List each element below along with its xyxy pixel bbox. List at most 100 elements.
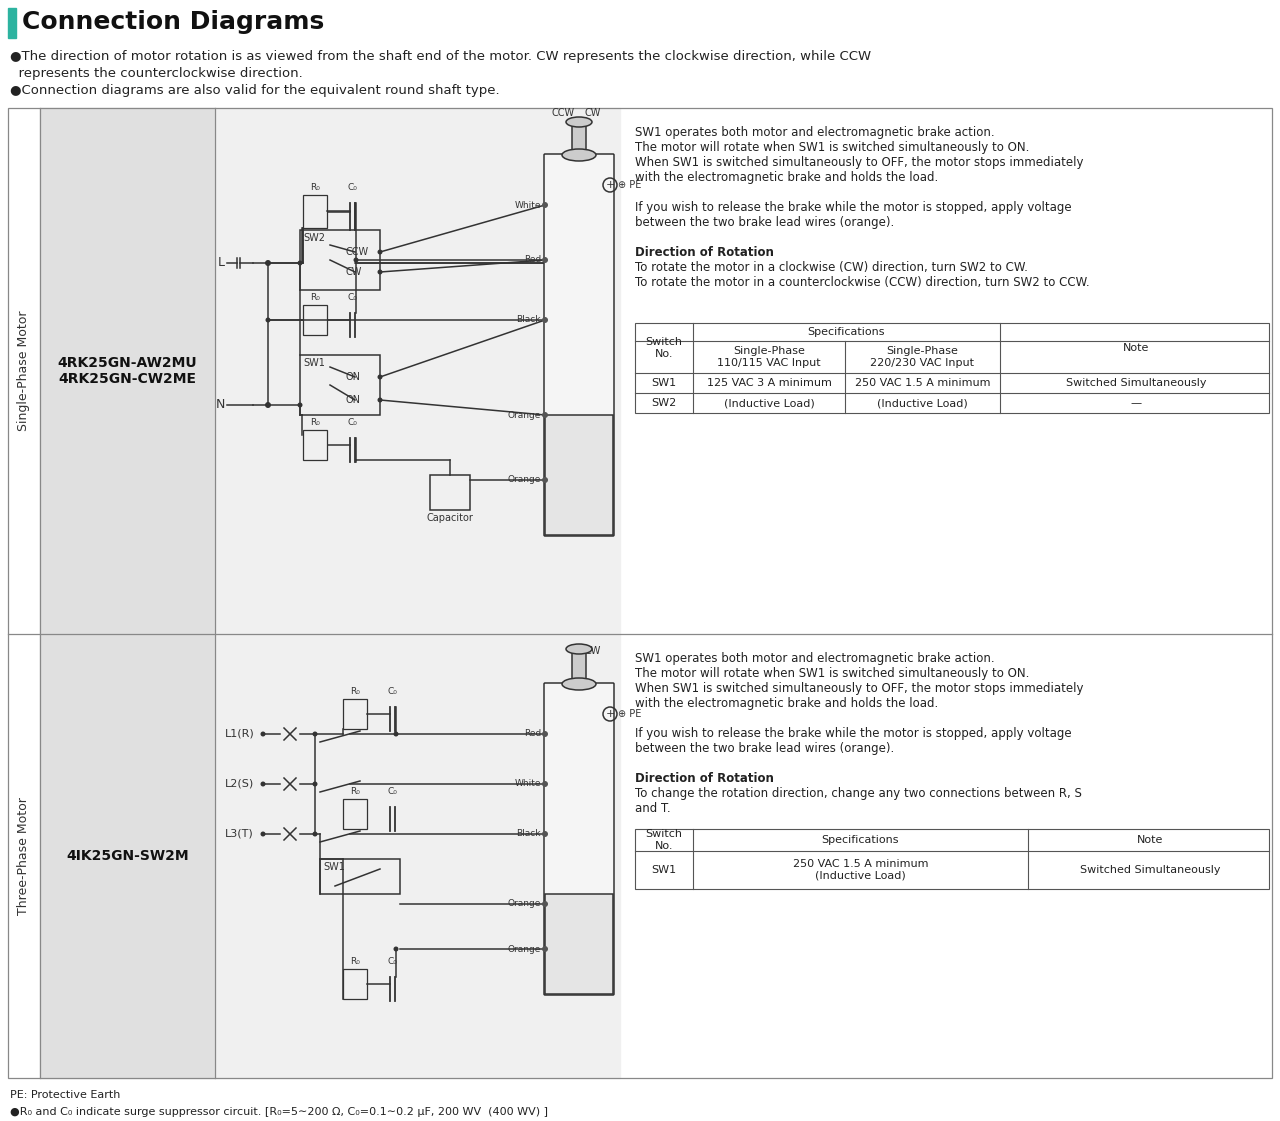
Text: R₀: R₀ [349, 957, 360, 966]
Text: R₀: R₀ [310, 418, 320, 427]
Bar [40, 634, 215, 1078]
Text: 125 VAC 3 A minimum: 125 VAC 3 A minimum [707, 378, 832, 388]
Circle shape [265, 317, 270, 323]
Circle shape [378, 398, 383, 402]
Bar [635, 323, 1268, 413]
Bar [635, 830, 1268, 889]
Bar [545, 415, 613, 535]
Text: If you wish to release the brake while the motor is stopped, apply voltage: If you wish to release the brake while t… [635, 201, 1071, 214]
Text: CCW: CCW [346, 247, 369, 257]
Circle shape [393, 732, 398, 736]
Bar [303, 430, 326, 460]
Text: Orange: Orange [508, 899, 541, 908]
Text: (Inductive Load): (Inductive Load) [723, 398, 814, 408]
Text: Red: Red [524, 256, 541, 265]
Text: ON: ON [346, 395, 360, 405]
Text: C₀: C₀ [347, 293, 357, 302]
Text: Note: Note [1137, 835, 1164, 845]
Text: PE: Protective Earth: PE: Protective Earth [10, 1090, 120, 1100]
Circle shape [261, 732, 265, 736]
Text: CW: CW [346, 267, 361, 277]
Text: SW1: SW1 [652, 378, 677, 388]
Bar [430, 475, 470, 510]
Text: SW1: SW1 [652, 865, 677, 876]
Text: Motor: Motor [573, 818, 584, 850]
Text: Electro-
magnetic
Brake: Electro- magnetic Brake [558, 460, 600, 490]
Text: Specifications: Specifications [822, 835, 900, 845]
Text: Switched Simultaneously: Switched Simultaneously [1066, 378, 1206, 388]
Circle shape [541, 202, 548, 209]
Circle shape [261, 832, 265, 836]
Text: Direction of Rotation: Direction of Rotation [635, 772, 774, 785]
Text: SW2: SW2 [652, 398, 677, 408]
Bar [343, 700, 367, 729]
Circle shape [297, 260, 302, 266]
Text: 250 VAC 1.5 A minimum
(Inductive Load): 250 VAC 1.5 A minimum (Inductive Load) [792, 859, 928, 881]
Text: Single-Phase
220/230 VAC Input: Single-Phase 220/230 VAC Input [870, 346, 974, 368]
Circle shape [297, 402, 302, 408]
Text: White: White [515, 201, 541, 210]
Text: Specifications: Specifications [808, 327, 886, 337]
Text: with the electromagnetic brake and holds the load.: with the electromagnetic brake and holds… [635, 172, 938, 184]
Text: ⊕ PE: ⊕ PE [618, 180, 641, 189]
Circle shape [378, 374, 383, 380]
Circle shape [541, 901, 548, 907]
Text: between the two brake lead wires (orange).: between the two brake lead wires (orange… [635, 216, 895, 229]
Text: R₀: R₀ [310, 183, 320, 192]
Text: C₀: C₀ [347, 418, 357, 427]
Text: ●Connection diagrams are also valid for the equivalent round shaft type.: ●Connection diagrams are also valid for … [10, 84, 499, 98]
Text: R₀: R₀ [349, 787, 360, 796]
Circle shape [378, 269, 383, 275]
Text: between the two brake lead wires (orange).: between the two brake lead wires (orange… [635, 742, 895, 756]
Bar [303, 195, 326, 228]
Text: L: L [218, 257, 225, 269]
Text: CW: CW [585, 108, 602, 118]
Text: Orange: Orange [508, 475, 541, 484]
Text: CW: CW [585, 646, 602, 656]
Circle shape [541, 946, 548, 952]
Text: C₀: C₀ [347, 183, 357, 192]
Text: When SW1 is switched simultaneously to OFF, the motor stops immediately: When SW1 is switched simultaneously to O… [635, 682, 1083, 695]
Text: 4IK25GN-SW2M: 4IK25GN-SW2M [67, 849, 189, 863]
Text: ⊕ PE: ⊕ PE [618, 708, 641, 719]
Text: Three-Phase Motor: Three-Phase Motor [18, 797, 31, 915]
Bar [545, 895, 613, 994]
Circle shape [261, 781, 265, 787]
Text: with the electromagnetic brake and holds the load.: with the electromagnetic brake and holds… [635, 697, 938, 710]
Text: SW1 operates both motor and electromagnetic brake action.: SW1 operates both motor and electromagne… [635, 652, 995, 665]
Text: C₀: C₀ [387, 957, 397, 966]
Bar [215, 634, 620, 1078]
Text: Switch
No.: Switch No. [645, 337, 682, 359]
Text: SW1: SW1 [303, 358, 325, 368]
Text: —: — [1130, 398, 1142, 408]
Text: and T.: and T. [635, 802, 671, 815]
Text: The motor will rotate when SW1 is switched simultaneously to ON.: The motor will rotate when SW1 is switch… [635, 141, 1029, 154]
Text: If you wish to release the brake while the motor is stopped, apply voltage: If you wish to release the brake while t… [635, 728, 1071, 740]
Circle shape [541, 257, 548, 263]
Bar [572, 122, 586, 155]
Text: +: + [605, 180, 614, 189]
Ellipse shape [562, 678, 596, 691]
FancyBboxPatch shape [544, 683, 614, 995]
FancyBboxPatch shape [544, 154, 614, 536]
Bar [300, 230, 380, 290]
Ellipse shape [566, 643, 591, 654]
Circle shape [265, 260, 271, 266]
Ellipse shape [562, 149, 596, 161]
Circle shape [541, 831, 548, 837]
Text: SW2: SW2 [303, 233, 325, 243]
Text: 4RK25GN-AW2MU
4RK25GN-CW2ME: 4RK25GN-AW2MU 4RK25GN-CW2ME [58, 355, 197, 386]
Bar [320, 859, 399, 895]
Text: Connection Diagrams: Connection Diagrams [22, 10, 324, 34]
Text: +: + [605, 708, 614, 719]
Text: Note: Note [1123, 343, 1149, 353]
Bar [303, 305, 326, 335]
Text: SW1: SW1 [323, 862, 344, 872]
Text: C₀: C₀ [387, 787, 397, 796]
Text: SW1 operates both motor and electromagnetic brake action.: SW1 operates both motor and electromagne… [635, 126, 995, 139]
Circle shape [265, 402, 271, 408]
Bar [215, 108, 620, 634]
Bar [300, 355, 380, 415]
Text: Switched Simultaneously: Switched Simultaneously [1080, 865, 1220, 876]
Circle shape [393, 946, 398, 952]
